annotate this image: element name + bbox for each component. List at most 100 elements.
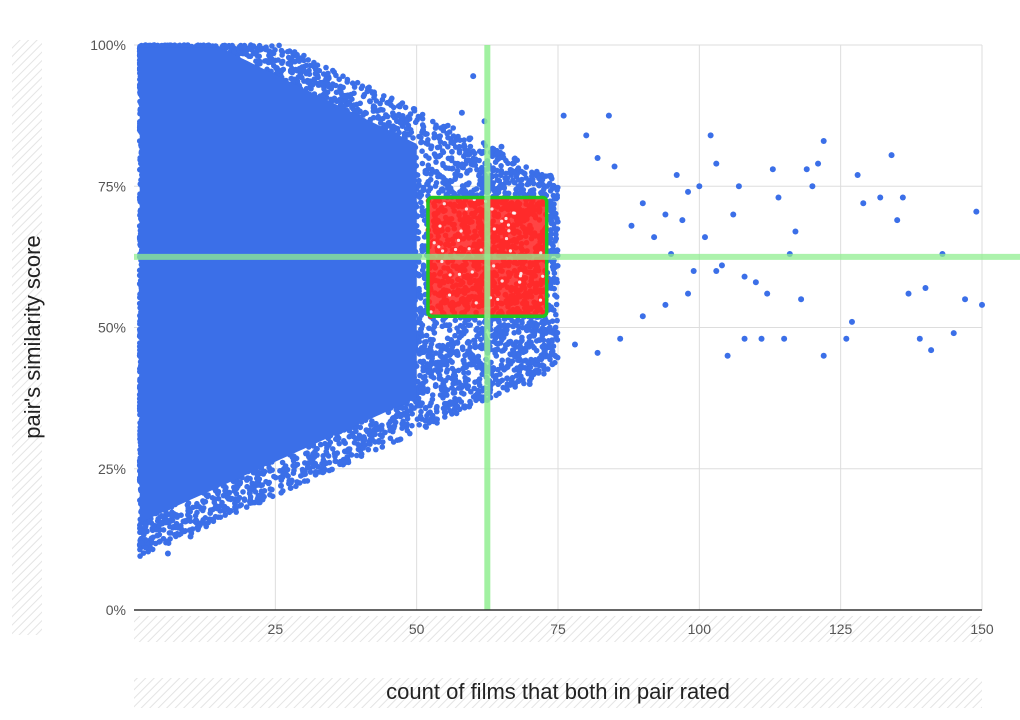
cloud-point bbox=[419, 148, 425, 154]
cloud-point bbox=[261, 488, 268, 494]
cloud-point bbox=[440, 160, 446, 167]
cloud-point bbox=[377, 432, 384, 438]
cloud-point bbox=[462, 352, 468, 359]
cloud-point bbox=[423, 424, 430, 430]
cloud-point bbox=[336, 440, 343, 447]
cloud-point bbox=[390, 439, 397, 445]
cloud-point bbox=[457, 137, 463, 143]
cloud-point bbox=[425, 137, 431, 143]
cloud-point bbox=[409, 422, 415, 429]
cloud-point bbox=[320, 453, 327, 459]
cloud-point bbox=[437, 125, 444, 131]
cloud-point bbox=[417, 372, 423, 379]
cloud-point bbox=[222, 512, 228, 518]
cloud-point bbox=[493, 353, 500, 359]
cloud-point bbox=[333, 72, 339, 79]
cloud-point bbox=[499, 357, 506, 364]
cloud-point bbox=[299, 466, 306, 473]
cloud-point bbox=[444, 353, 450, 359]
cloud-point bbox=[475, 353, 482, 360]
cloud-point bbox=[241, 497, 248, 504]
cloud-point bbox=[404, 412, 411, 419]
cloud-point bbox=[399, 421, 405, 427]
cloud-point bbox=[547, 324, 553, 331]
cloud-point bbox=[340, 73, 346, 79]
cloud-point bbox=[275, 57, 281, 63]
cloud-point bbox=[292, 58, 298, 65]
cloud-point bbox=[340, 84, 346, 91]
cloud-point bbox=[334, 450, 341, 456]
cloud-point bbox=[497, 371, 503, 378]
cloud-point bbox=[450, 125, 457, 131]
cloud-point bbox=[467, 143, 474, 150]
cloud-point bbox=[418, 408, 424, 415]
cloud-point bbox=[387, 435, 394, 442]
cloud-point bbox=[236, 494, 243, 501]
cloud-point bbox=[452, 332, 458, 339]
cloud-point bbox=[370, 114, 377, 121]
cloud-point bbox=[461, 391, 467, 397]
cloud-point bbox=[368, 422, 374, 428]
cloud-point bbox=[430, 118, 436, 125]
cloud-point bbox=[209, 495, 216, 501]
cloud-point bbox=[526, 180, 532, 187]
cloud-point bbox=[278, 490, 285, 496]
cloud-point bbox=[422, 373, 428, 380]
cloud-point bbox=[330, 446, 336, 452]
cloud-point bbox=[261, 468, 268, 475]
cloud-point bbox=[446, 327, 453, 333]
cloud-point bbox=[377, 120, 384, 126]
cloud-point bbox=[332, 458, 339, 465]
cloud-point bbox=[476, 181, 483, 187]
cloud-point bbox=[475, 387, 482, 394]
cloud-point bbox=[328, 85, 335, 92]
cloud-point bbox=[354, 452, 360, 459]
cloud-point bbox=[296, 65, 303, 72]
cloud-point bbox=[276, 42, 282, 49]
cloud-point bbox=[541, 371, 547, 377]
cloud-point bbox=[553, 231, 559, 238]
cloud-point bbox=[328, 466, 335, 473]
x-axis-hatch-strip bbox=[134, 616, 982, 642]
cloud-point bbox=[429, 392, 436, 398]
cloud-point bbox=[428, 361, 434, 368]
cloud-point bbox=[410, 135, 416, 141]
cloud-point bbox=[450, 380, 457, 387]
cloud-point bbox=[336, 76, 343, 83]
cloud-point bbox=[365, 446, 372, 453]
cloud-point bbox=[354, 79, 361, 86]
cloud-point bbox=[284, 48, 291, 55]
cloud-point bbox=[267, 492, 273, 498]
cloud-point bbox=[418, 134, 424, 141]
cloud-point bbox=[348, 91, 354, 98]
cloud-point bbox=[437, 139, 444, 145]
cloud-point bbox=[473, 327, 479, 333]
cloud-point bbox=[433, 350, 439, 356]
cloud-point bbox=[541, 186, 547, 192]
cloud-point bbox=[422, 417, 429, 424]
cloud-point bbox=[547, 356, 553, 363]
cloud-point bbox=[396, 437, 403, 443]
cloud-point bbox=[460, 346, 466, 353]
cloud-point bbox=[418, 199, 424, 206]
cloud-point bbox=[424, 388, 431, 395]
cloud-point bbox=[288, 485, 294, 491]
cloud-point bbox=[249, 480, 255, 487]
cloud-point bbox=[454, 403, 461, 410]
cloud-point bbox=[554, 317, 560, 324]
cloud-point bbox=[553, 311, 559, 318]
cloud-point bbox=[465, 370, 472, 376]
cloud-point bbox=[432, 183, 439, 189]
cloud-point bbox=[534, 168, 540, 175]
cloud-point bbox=[498, 163, 504, 169]
cloud-point bbox=[505, 160, 511, 167]
y-axis-hatch-strip bbox=[12, 40, 42, 635]
cloud-point bbox=[307, 469, 314, 475]
cloud-point bbox=[445, 144, 451, 150]
x-title-hatch-strip bbox=[134, 678, 982, 708]
cloud-point bbox=[289, 69, 296, 76]
cloud-point bbox=[333, 89, 340, 96]
cloud-point bbox=[433, 159, 439, 165]
cloud-point bbox=[269, 43, 275, 49]
